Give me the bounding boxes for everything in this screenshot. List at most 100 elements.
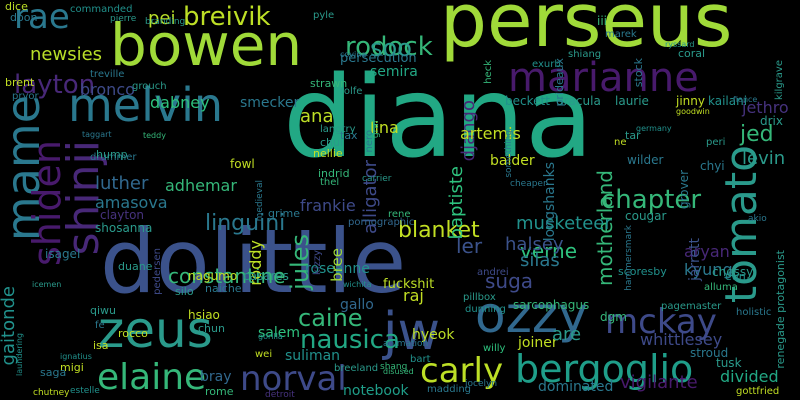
word-jocelyn: jocelyn: [465, 379, 498, 389]
word-rene: rene: [388, 209, 411, 220]
word-wei: wei: [255, 349, 273, 360]
word-naiche: naiche: [205, 282, 242, 295]
word-jarrett: jarrett: [687, 238, 703, 282]
word-pei: pei: [148, 8, 176, 29]
word-nellie: nellie: [313, 147, 343, 160]
word-dunning: dunning: [465, 304, 506, 315]
word-medieval: medieval: [255, 180, 265, 222]
word-dolittle: dolittle: [100, 210, 407, 313]
word-salem: salem: [258, 325, 301, 341]
word-pedersen: pedersen: [152, 248, 163, 295]
word-rodock: rodock: [345, 32, 433, 62]
word-verne: verne: [520, 239, 577, 263]
word-akio: akio: [748, 214, 767, 224]
word-dabney: dabney: [150, 93, 210, 112]
word-carly: carly: [420, 351, 504, 391]
word-vigilante: vigilante: [620, 372, 698, 393]
word-shiang: shiang: [568, 49, 602, 60]
word-linguini: linguini: [205, 211, 286, 236]
word-rae: rae: [14, 0, 70, 37]
word-something: something: [504, 130, 514, 178]
word-jed: jed: [740, 122, 774, 147]
word-covina: covina: [340, 50, 367, 59]
word-kilgrave: kilgrave: [774, 60, 785, 101]
word-strawn: strawn: [310, 77, 348, 90]
word-fiance: fiance: [733, 95, 758, 104]
word-renegade-protagonist: renegade protagonist: [774, 250, 787, 369]
word-carrier: carrier: [362, 174, 392, 184]
word-heck: heck: [483, 60, 494, 84]
word-artemis: artemis: [460, 124, 521, 143]
word-melvin: melvin: [68, 78, 224, 132]
word-frankie: frankie: [300, 196, 356, 215]
word-laurie: laurie: [615, 94, 649, 108]
word-chun: chun: [198, 322, 225, 335]
word-shosanna: shosanna: [95, 221, 153, 235]
word-migi: migi: [60, 361, 84, 374]
word-are: are: [552, 324, 582, 345]
word-rome: rome: [205, 385, 234, 398]
word-duane: duane: [118, 260, 153, 273]
word-notebook: notebook: [343, 383, 409, 399]
word-hump: hump: [96, 148, 128, 161]
word-pryor: pryor: [12, 91, 39, 102]
word-balder: balder: [490, 153, 535, 169]
word-fe: fe: [95, 320, 105, 331]
word-persecution: persecution: [340, 51, 417, 66]
word-bronco: bronco: [80, 80, 135, 99]
word-perseus: perseus: [440, 0, 733, 64]
word-estelle: estelle: [70, 386, 100, 396]
word-holistic: holistic: [736, 307, 772, 318]
word-teddy: teddy: [143, 131, 166, 140]
word-elaine: elaine: [97, 357, 207, 398]
word-nausica: nausica: [300, 325, 400, 355]
word-animation: animation: [383, 339, 429, 349]
word-detroit: detroit: [265, 390, 295, 400]
word-treville: treville: [90, 69, 125, 80]
word-indrid: indrid: [318, 167, 350, 180]
word-pagemaster: pagemaster: [661, 301, 722, 312]
word-jethro: jethro: [742, 98, 789, 117]
word-drummer: drummer: [90, 152, 137, 163]
word-lina: lina: [370, 118, 399, 137]
word-pierre: pierre: [110, 14, 137, 24]
word-gallo: gallo: [340, 297, 374, 313]
word-thel: thel: [320, 177, 340, 188]
word-doon: doon: [10, 11, 38, 24]
word-bray: bray: [200, 369, 232, 385]
word-qiwu: qiwu: [90, 304, 117, 317]
word-marianne: marianne: [508, 55, 699, 101]
word-semira: semira: [370, 64, 418, 80]
word-cougar: cougar: [625, 209, 667, 223]
word-ne: ne: [614, 137, 627, 148]
word-eun: eun: [725, 270, 746, 283]
word-chapter: chapter: [601, 185, 702, 215]
word-stroud: stroud: [690, 346, 729, 360]
word-divided: divided: [720, 367, 779, 386]
word-gorilla: gorilla: [258, 332, 283, 341]
word-beckett: beckett: [505, 94, 550, 108]
word-baptiste: baptiste: [446, 166, 467, 240]
word-drix: drix: [760, 114, 783, 128]
word-bowen: bowen: [110, 11, 303, 79]
word-levin: levin: [742, 148, 786, 169]
word-dgm: dgm: [600, 310, 627, 324]
word-casares: casares: [243, 269, 289, 283]
word-norval: norval: [240, 359, 347, 399]
word-goodwin: goodwin: [676, 107, 710, 116]
word-smecker: smecker: [240, 95, 300, 111]
word-pillbox: pillbox: [463, 292, 496, 303]
word-branding: branding: [145, 17, 186, 27]
word-rocco: rocco: [118, 327, 148, 340]
word-brent: brent: [5, 76, 35, 89]
word-ana: ana: [300, 106, 334, 127]
word-ryssard: ryssard: [665, 40, 695, 49]
word-isa: isa: [93, 339, 109, 352]
word-mckay: mckay: [605, 302, 717, 342]
word-caine: caine: [298, 304, 363, 332]
word-aryan: aryan: [684, 242, 730, 261]
word-disused: disused: [383, 367, 414, 376]
word-andrei: andrei: [477, 267, 509, 278]
word-rolfe: rolfe: [340, 86, 363, 97]
word-hsiao: hsiao: [188, 308, 220, 322]
